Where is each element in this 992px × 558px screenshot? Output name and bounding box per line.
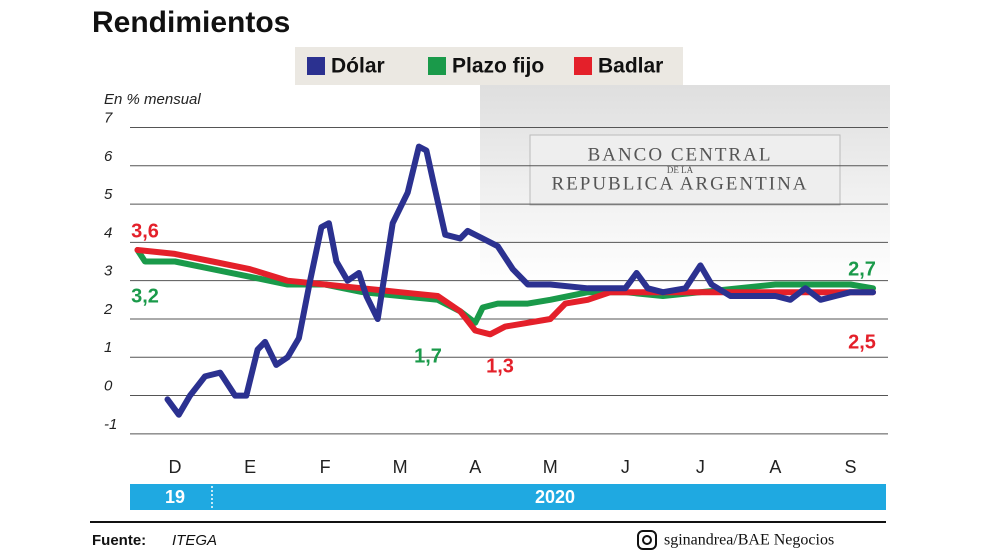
background-text: DE LA — [667, 165, 694, 175]
source-label: Fuente: — [92, 532, 146, 549]
annotation: 1,3 — [486, 355, 514, 377]
legend-marker — [574, 57, 592, 75]
year-label: 2020 — [535, 487, 575, 507]
y-axis-label: En % mensual — [104, 91, 201, 108]
x-tick-label: M — [393, 457, 408, 477]
y-tick-label: 0 — [104, 378, 113, 395]
legend-label: Badlar — [598, 55, 663, 78]
annotation: 2,7 — [848, 258, 876, 280]
x-tick-label: J — [696, 457, 705, 477]
x-tick-label: A — [769, 457, 781, 477]
y-tick-label: 1 — [104, 339, 112, 356]
year-label: 19 — [165, 487, 185, 507]
y-tick-label: 7 — [104, 109, 113, 126]
legend-label: Dólar — [331, 55, 385, 78]
x-tick-label: J — [621, 457, 630, 477]
chart-title: Rendimientos — [92, 6, 290, 39]
annotation: 3,6 — [131, 220, 159, 242]
x-tick-label: F — [320, 457, 331, 477]
x-tick-label: A — [469, 457, 481, 477]
legend-box — [295, 47, 683, 85]
series-line — [134, 247, 876, 326]
legend-label: Plazo fijo — [452, 55, 544, 78]
background-text: BANCO CENTRAL — [588, 144, 773, 165]
annotation: 2,5 — [848, 331, 876, 353]
credit: sginandrea/BAE Negocios — [664, 532, 834, 549]
building-plaque — [529, 134, 841, 206]
series-line — [134, 247, 876, 338]
series-line — [164, 143, 876, 418]
x-tick-label: M — [543, 457, 558, 477]
year-band — [130, 484, 886, 510]
y-tick-label: 5 — [104, 186, 113, 203]
background-text: REPUBLICA ARGENTINA — [551, 173, 808, 194]
x-tick-label: D — [169, 457, 182, 477]
y-tick-label: 4 — [104, 224, 112, 241]
legend-marker — [428, 57, 446, 75]
instagram-icon — [642, 535, 652, 545]
annotation: 3,2 — [131, 285, 159, 307]
x-tick-label: S — [844, 457, 856, 477]
source: ITEGA — [172, 532, 217, 549]
y-tick-label: -1 — [104, 416, 117, 433]
x-tick-label: E — [244, 457, 256, 477]
annotation: 1,7 — [414, 345, 442, 367]
legend-marker — [307, 57, 325, 75]
instagram-icon — [637, 530, 657, 550]
y-tick-label: 6 — [104, 148, 113, 165]
y-tick-label: 2 — [103, 301, 113, 318]
y-tick-label: 3 — [104, 263, 113, 280]
